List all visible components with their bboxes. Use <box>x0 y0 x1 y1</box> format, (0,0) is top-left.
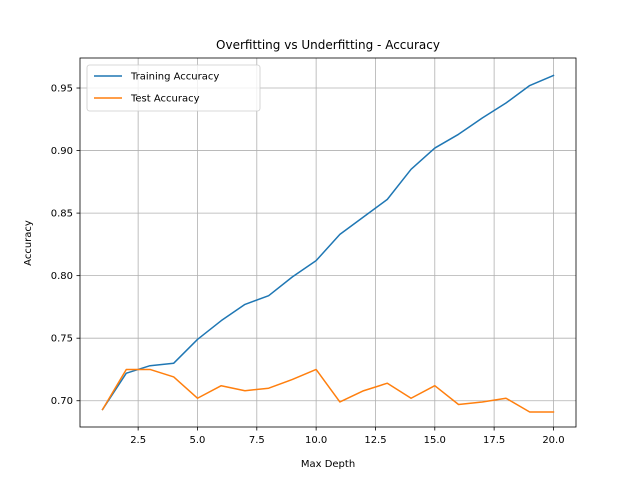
legend-label: Test Accuracy <box>130 94 200 105</box>
y-tick-label: 0.75 <box>51 334 73 345</box>
x-axis-label: Max Depth <box>301 459 355 470</box>
test-accuracy-line <box>101 368 555 413</box>
grid-lines <box>80 58 576 427</box>
x-tick-label: 10.0 <box>305 435 327 446</box>
legend-label: Training Accuracy <box>130 72 219 83</box>
x-tick-label: 15.0 <box>424 435 446 446</box>
y-tick-label: 0.90 <box>51 146 73 157</box>
axis-ticks: 2.5 5.0 7.5 10.0 12.5 15.0 17.5 20.0 0.70 0.75 0.8… <box>51 84 565 446</box>
y-tick-label: 0.95 <box>51 84 73 95</box>
plot-series <box>101 74 555 413</box>
x-tick-label: 20.0 <box>542 435 564 446</box>
chart-title: Overfitting vs Underfitting - Accuracy <box>216 38 440 52</box>
x-tick-label: 2.5 <box>130 435 146 446</box>
legend-frame <box>86 64 261 112</box>
x-tick-label: 12.5 <box>364 435 386 446</box>
x-tick-label: 5.0 <box>190 435 206 446</box>
plot-frame <box>79 57 577 428</box>
y-tick-label: 0.80 <box>51 271 73 282</box>
legend: Training Accuracy Test Accuracy <box>86 64 261 112</box>
y-axis-label: Accuracy <box>23 220 34 266</box>
x-tick-label: 17.5 <box>483 435 505 446</box>
training-accuracy-line <box>101 74 555 411</box>
y-tick-label: 0.85 <box>51 209 73 220</box>
y-tick-label: 0.70 <box>51 396 73 407</box>
x-tick-label: 7.5 <box>249 435 265 446</box>
